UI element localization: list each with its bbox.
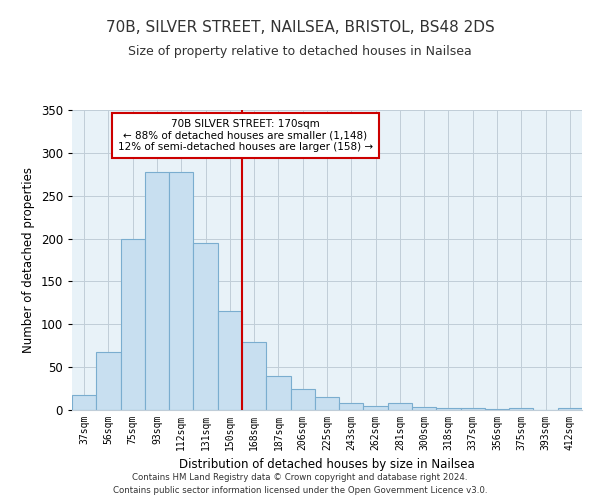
Bar [145,172,169,410]
Bar [485,409,509,410]
Bar [121,238,145,410]
Bar [193,243,218,410]
Bar [218,312,242,410]
Bar [339,403,364,410]
Bar [436,408,461,410]
X-axis label: Distribution of detached houses by size in Nailsea: Distribution of detached houses by size … [179,458,475,471]
Bar [461,408,485,410]
Text: Size of property relative to detached houses in Nailsea: Size of property relative to detached ho… [128,45,472,58]
Text: 70B SILVER STREET: 170sqm
← 88% of detached houses are smaller (1,148)
12% of se: 70B SILVER STREET: 170sqm ← 88% of detac… [118,119,373,152]
Bar [266,376,290,410]
Bar [412,408,436,410]
Bar [509,408,533,410]
Bar [388,403,412,410]
Bar [364,406,388,410]
Text: 70B, SILVER STREET, NAILSEA, BRISTOL, BS48 2DS: 70B, SILVER STREET, NAILSEA, BRISTOL, BS… [106,20,494,35]
Bar [558,408,582,410]
Bar [96,352,121,410]
Bar [290,388,315,410]
Text: Contains HM Land Registry data © Crown copyright and database right 2024.
Contai: Contains HM Land Registry data © Crown c… [113,473,487,495]
Y-axis label: Number of detached properties: Number of detached properties [22,167,35,353]
Bar [315,397,339,410]
Bar [242,342,266,410]
Bar [169,172,193,410]
Bar [72,394,96,410]
